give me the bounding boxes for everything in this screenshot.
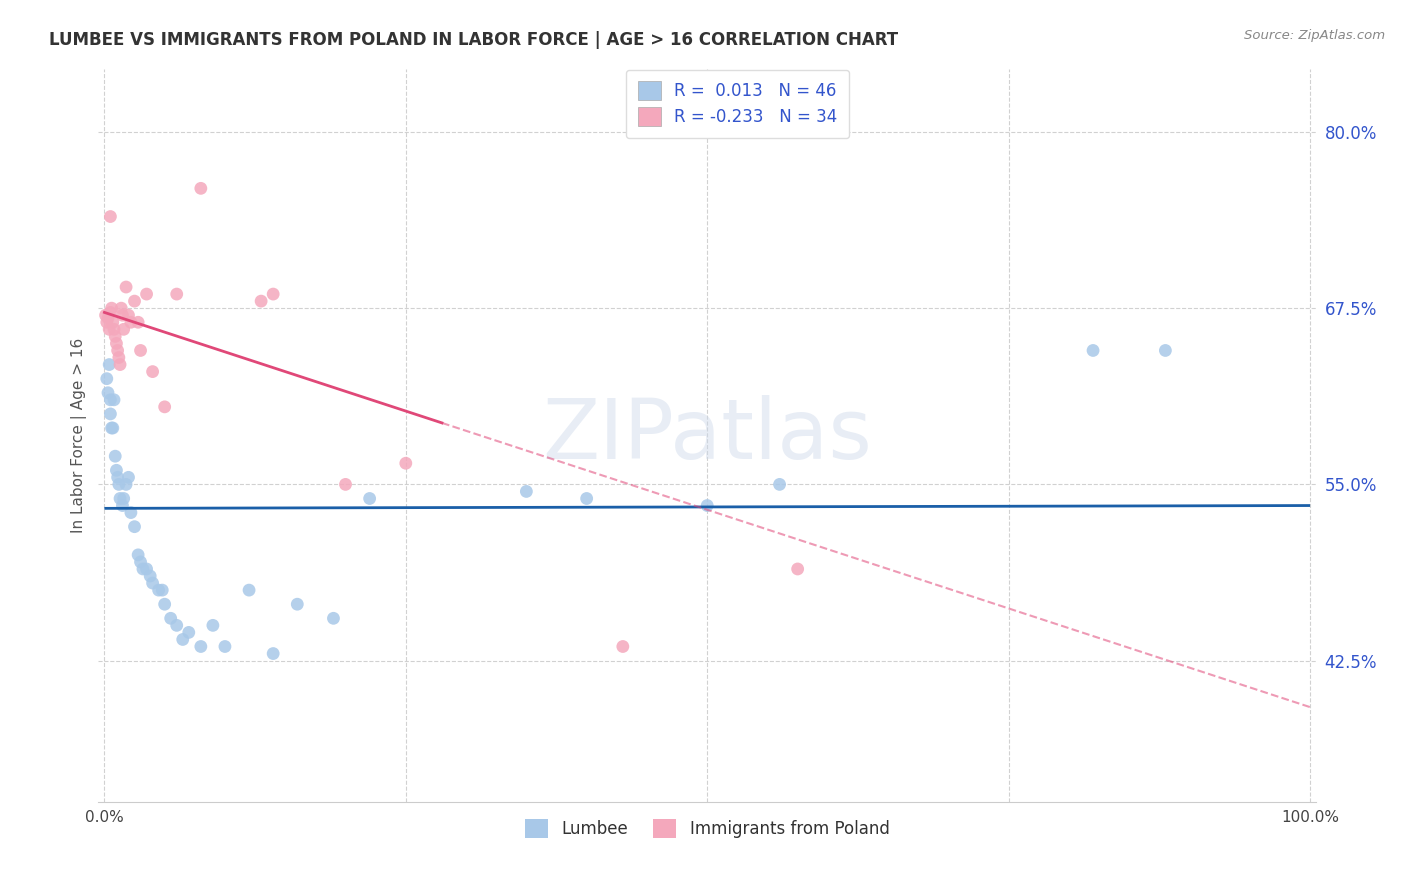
Point bbox=[166, 618, 188, 632]
Point bbox=[1081, 343, 1104, 358]
Point bbox=[111, 499, 134, 513]
Point bbox=[108, 351, 131, 365]
Point bbox=[94, 308, 117, 322]
Point bbox=[105, 463, 128, 477]
Point bbox=[238, 583, 260, 598]
Point bbox=[104, 329, 127, 343]
Point bbox=[112, 322, 135, 336]
Point bbox=[214, 640, 236, 654]
Point bbox=[107, 470, 129, 484]
Text: ZIPatlas: ZIPatlas bbox=[543, 394, 872, 475]
Text: Source: ZipAtlas.com: Source: ZipAtlas.com bbox=[1244, 29, 1385, 42]
Point bbox=[96, 372, 118, 386]
Point bbox=[110, 301, 132, 315]
Point bbox=[120, 315, 142, 329]
Point bbox=[111, 308, 134, 322]
Point bbox=[1154, 343, 1177, 358]
Point bbox=[132, 562, 155, 576]
Point bbox=[177, 625, 200, 640]
Point bbox=[115, 280, 138, 294]
Point bbox=[97, 385, 120, 400]
Point bbox=[127, 315, 149, 329]
Point bbox=[117, 308, 139, 322]
Point bbox=[696, 499, 718, 513]
Point bbox=[112, 491, 135, 506]
Point bbox=[148, 583, 170, 598]
Point bbox=[150, 583, 173, 598]
Point bbox=[124, 519, 146, 533]
Point bbox=[135, 562, 157, 576]
Point bbox=[105, 336, 128, 351]
Point bbox=[262, 647, 284, 661]
Point bbox=[612, 640, 634, 654]
Point bbox=[262, 287, 284, 301]
Point bbox=[108, 358, 131, 372]
Legend: Lumbee, Immigrants from Poland: Lumbee, Immigrants from Poland bbox=[517, 812, 897, 845]
Point bbox=[100, 421, 122, 435]
Point bbox=[108, 491, 131, 506]
Point bbox=[335, 477, 357, 491]
Point bbox=[359, 491, 381, 506]
Point bbox=[100, 301, 122, 315]
Point bbox=[100, 407, 122, 421]
Point bbox=[120, 506, 142, 520]
Point bbox=[166, 287, 188, 301]
Text: LUMBEE VS IMMIGRANTS FROM POLAND IN LABOR FORCE | AGE > 16 CORRELATION CHART: LUMBEE VS IMMIGRANTS FROM POLAND IN LABO… bbox=[49, 31, 898, 49]
Point bbox=[135, 287, 157, 301]
Point bbox=[117, 470, 139, 484]
Point bbox=[104, 449, 127, 463]
Point bbox=[98, 358, 121, 372]
Point bbox=[786, 562, 808, 576]
Point bbox=[190, 181, 212, 195]
Point bbox=[129, 555, 152, 569]
Point bbox=[142, 365, 165, 379]
Point bbox=[285, 597, 308, 611]
Point bbox=[395, 456, 418, 470]
Point bbox=[96, 315, 118, 329]
Point bbox=[575, 491, 598, 506]
Point bbox=[101, 315, 124, 329]
Point bbox=[127, 548, 149, 562]
Point bbox=[322, 611, 344, 625]
Point bbox=[101, 421, 124, 435]
Point bbox=[100, 305, 122, 319]
Point bbox=[103, 322, 125, 336]
Point bbox=[100, 392, 122, 407]
Point bbox=[108, 477, 131, 491]
Point bbox=[103, 392, 125, 407]
Point bbox=[142, 576, 165, 591]
Point bbox=[159, 611, 181, 625]
Point bbox=[250, 294, 273, 309]
Point bbox=[100, 210, 122, 224]
Point bbox=[190, 640, 212, 654]
Point bbox=[115, 477, 138, 491]
Y-axis label: In Labor Force | Age > 16: In Labor Force | Age > 16 bbox=[72, 337, 87, 533]
Point bbox=[515, 484, 537, 499]
Point bbox=[97, 311, 120, 326]
Point bbox=[129, 343, 152, 358]
Point bbox=[768, 477, 790, 491]
Point bbox=[124, 294, 146, 309]
Point bbox=[153, 400, 176, 414]
Point bbox=[153, 597, 176, 611]
Point bbox=[107, 343, 129, 358]
Point bbox=[98, 322, 121, 336]
Point bbox=[139, 569, 162, 583]
Point bbox=[201, 618, 224, 632]
Point bbox=[172, 632, 194, 647]
